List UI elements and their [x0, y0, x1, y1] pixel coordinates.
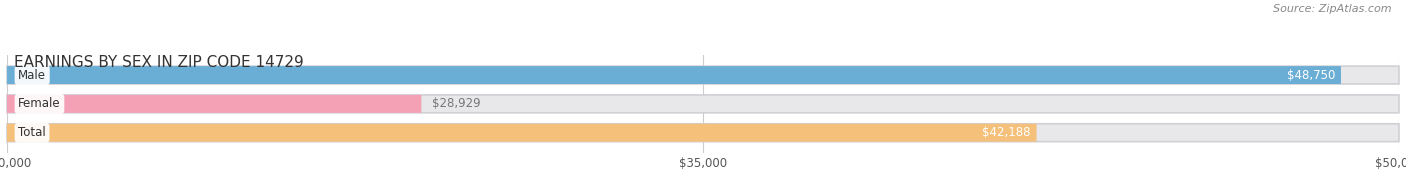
Text: $28,929: $28,929	[433, 97, 481, 110]
Text: Total: Total	[18, 126, 46, 139]
Text: Source: ZipAtlas.com: Source: ZipAtlas.com	[1274, 4, 1392, 14]
Text: Female: Female	[18, 97, 60, 110]
Text: $42,188: $42,188	[983, 126, 1031, 139]
Text: $48,750: $48,750	[1286, 69, 1336, 82]
FancyBboxPatch shape	[7, 95, 422, 113]
FancyBboxPatch shape	[7, 95, 1399, 113]
FancyBboxPatch shape	[7, 66, 1399, 84]
FancyBboxPatch shape	[7, 124, 1399, 142]
Text: Male: Male	[18, 69, 46, 82]
FancyBboxPatch shape	[7, 66, 1341, 84]
Text: EARNINGS BY SEX IN ZIP CODE 14729: EARNINGS BY SEX IN ZIP CODE 14729	[14, 55, 304, 70]
FancyBboxPatch shape	[7, 124, 1036, 142]
